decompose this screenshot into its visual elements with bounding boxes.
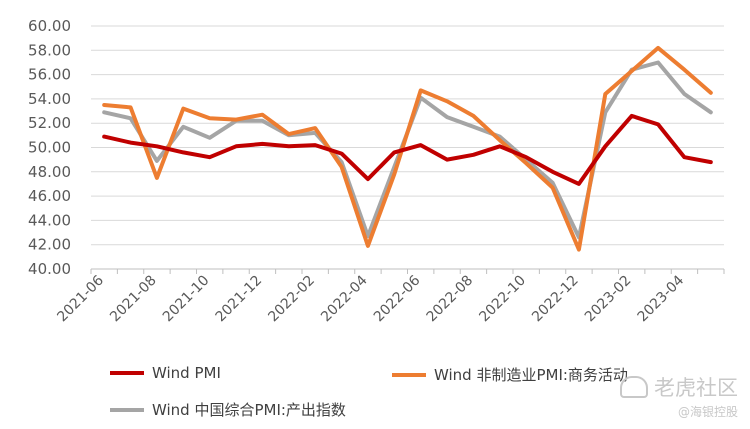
watermark-logo-icon (620, 376, 648, 398)
watermark-sub: @海银控股 (677, 405, 738, 419)
x-tick-label: 2021-06 (54, 272, 107, 325)
x-tick-label: 2022-02 (265, 273, 318, 326)
y-tick-label: 48.00 (28, 163, 71, 181)
y-tick-label: 58.00 (28, 41, 71, 59)
y-tick-label: 50.00 (28, 139, 71, 157)
x-tick-label: 2023-04 (635, 272, 688, 325)
series-line (102, 45, 713, 252)
x-tick-label: 2021-08 (107, 273, 160, 326)
x-tick-label: 2021-10 (160, 273, 213, 326)
watermark-main-text: 老虎社区 (654, 376, 738, 400)
x-tick-label: 2021-12 (213, 273, 266, 326)
y-tick-label: 52.00 (28, 114, 71, 132)
y-tick-label: 46.00 (28, 187, 71, 205)
y-tick-label: 60.00 (28, 17, 71, 35)
legend-label-composite-pmi: Wind 中国综合PMI:产出指数 (152, 401, 346, 419)
x-tick-label: 2022-08 (424, 273, 477, 326)
legend-label-non-manufacturing-pmi: Wind 非制造业PMI:商务活动 (434, 366, 628, 384)
legend-swatch-wind-pmi (110, 371, 144, 375)
legend-swatch-non-manufacturing-pmi (392, 372, 426, 377)
y-tick-label: 42.00 (28, 236, 71, 254)
y-tick-label: 54.00 (28, 90, 71, 108)
x-tick-label: 2022-10 (476, 273, 529, 326)
series-line (102, 113, 713, 186)
watermark-main: 老虎社区 (620, 372, 738, 402)
x-tick-label: 2022-04 (318, 272, 371, 325)
legend-label-wind-pmi: Wind PMI (152, 364, 221, 382)
legend-item-non-manufacturing-pmi: Wind 非制造业PMI:商务活动 (392, 364, 628, 385)
series-lines (102, 45, 713, 252)
x-tick-label: 2022-06 (371, 272, 424, 325)
legend-item-composite-pmi: Wind 中国综合PMI:产出指数 (110, 399, 346, 420)
x-tick-label: 2023-02 (582, 273, 635, 326)
y-tick-label: 44.00 (28, 211, 71, 229)
y-axis: 40.00 42.00 44.00 46.00 48.00 50.00 52.00 54.00… (28, 17, 71, 278)
legend-swatch-composite-pmi (110, 407, 144, 412)
y-tick-label: 40.00 (28, 260, 71, 278)
legend-item-wind-pmi: Wind PMI (110, 364, 221, 382)
y-tick-label: 56.00 (28, 66, 71, 84)
x-tick-label: 2022-12 (529, 273, 582, 326)
x-axis: 2021-06 2021-08 2021-10 2021-12 2022-02 2022-… (54, 268, 725, 326)
